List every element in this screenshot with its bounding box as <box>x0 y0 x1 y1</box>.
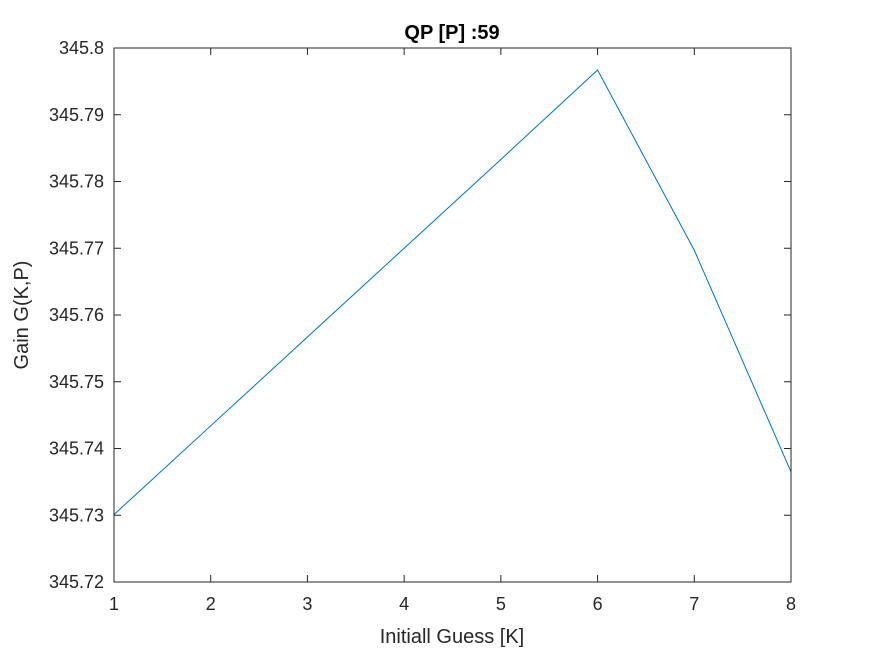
y-tick-label: 345.75 <box>49 372 104 392</box>
data-point <box>403 247 405 249</box>
x-tick-label: 1 <box>109 594 119 614</box>
chart-title: QP [P] :59 <box>404 22 499 44</box>
y-axis: 345.72 345.73 345.74 345.75 345.76 345.77 345.… <box>49 38 791 592</box>
x-tick-label: 7 <box>689 594 699 614</box>
data-point <box>693 249 695 251</box>
x-tick-label: 5 <box>496 594 506 614</box>
y-tick-label: 345.73 <box>49 505 104 525</box>
y-tick-label: 345.77 <box>49 238 104 258</box>
y-tick-label: 345.78 <box>49 172 104 192</box>
y-tick-label: 345.74 <box>49 439 104 459</box>
y-axis-label: Gain G(K,P) <box>11 261 33 370</box>
x-axis-label: Initiall Guess [K] <box>380 626 525 648</box>
y-tick-label: 345.76 <box>49 305 104 325</box>
y-tick-label: 345.8 <box>59 38 104 58</box>
x-tick-label: 8 <box>786 594 796 614</box>
series-line <box>113 69 792 515</box>
x-tick-label: 2 <box>206 594 216 614</box>
plot-background <box>114 48 791 582</box>
data-point <box>596 69 599 71</box>
data-point <box>210 425 212 427</box>
data-point <box>306 336 309 338</box>
x-tick-label: 6 <box>593 594 603 614</box>
y-tick-label: 345.72 <box>49 572 104 592</box>
data-point <box>500 158 502 161</box>
y-tick-label: 345.79 <box>49 105 104 125</box>
x-tick-label: 3 <box>302 594 312 614</box>
x-tick-label: 4 <box>399 594 409 614</box>
x-axis: 1 2 3 4 5 6 7 8 <box>109 48 796 614</box>
